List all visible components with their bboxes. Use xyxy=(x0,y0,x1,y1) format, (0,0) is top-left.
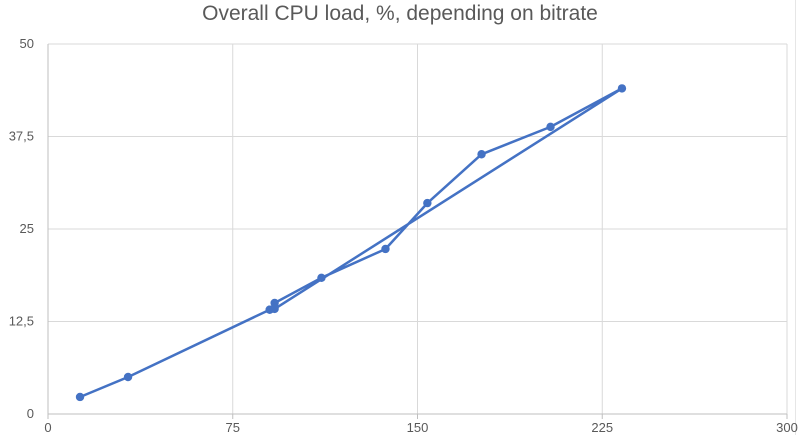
x-tick-label: 75 xyxy=(226,420,240,435)
data-point xyxy=(75,392,85,402)
x-tick-label: 0 xyxy=(44,420,51,435)
data-point xyxy=(381,244,390,254)
x-tick-label: 300 xyxy=(776,420,798,435)
data-point xyxy=(617,84,627,93)
data-point xyxy=(423,198,432,208)
y-tick-label: 0 xyxy=(27,406,34,421)
y-tick-label: 50 xyxy=(20,36,34,51)
data-point xyxy=(270,298,279,308)
y-tick-label: 37,5 xyxy=(9,129,34,144)
chart-title: Overall CPU load, %, depending on bitrat… xyxy=(202,2,598,25)
data-point xyxy=(477,150,486,159)
data-point xyxy=(265,305,274,314)
data-point xyxy=(317,273,326,283)
x-tick-label: 150 xyxy=(407,420,429,435)
x-tick-label: 225 xyxy=(591,420,613,435)
y-tick-label: 25 xyxy=(20,221,34,236)
series-line xyxy=(78,87,624,399)
data-point xyxy=(546,122,555,132)
y-tick-label: 12,5 xyxy=(9,314,34,329)
data-point xyxy=(123,372,133,382)
chart-frame-edge xyxy=(795,0,796,435)
